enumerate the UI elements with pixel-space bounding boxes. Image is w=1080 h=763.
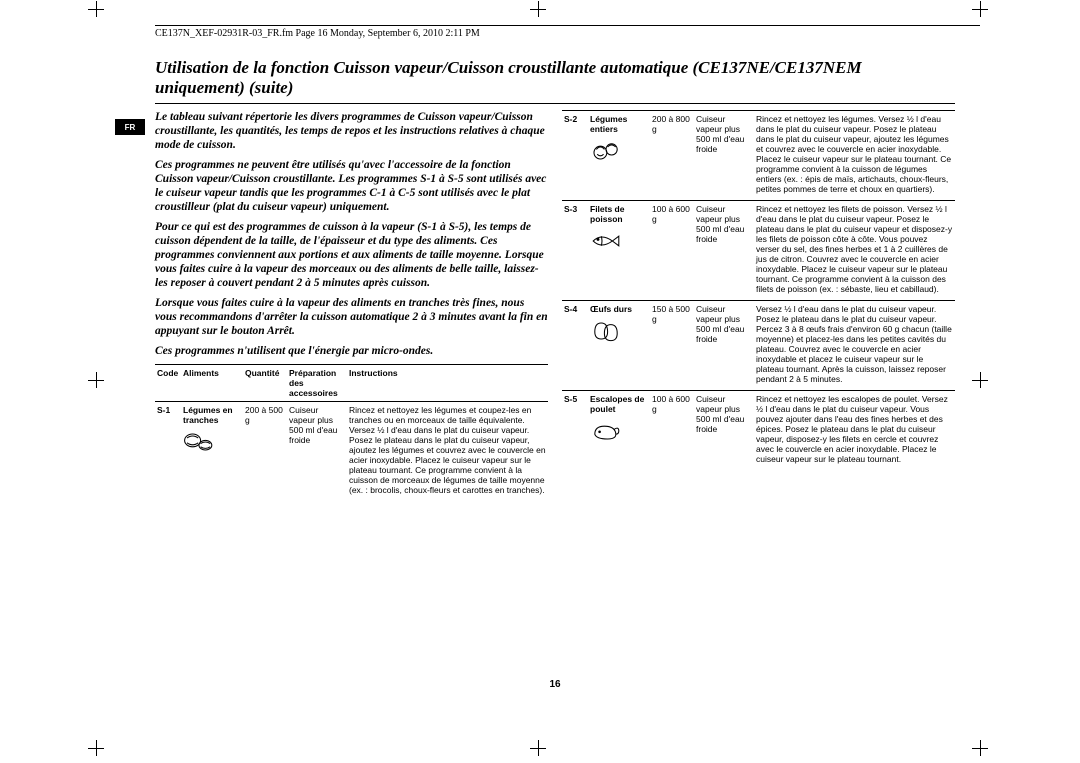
right-column: S-2 Légumes entiers [562, 110, 955, 501]
cell-code: S-2 [562, 110, 588, 200]
th-qty: Quantité [243, 365, 287, 402]
cell-prep: Cuiseur vapeur plus 500 ml d'eau froide [694, 110, 754, 200]
cell-instr: Rincez et nettoyez les légumes. Versez ½… [754, 110, 955, 200]
cell-food: Légumes entiers [588, 110, 650, 200]
cell-food: Légumes en tranches [181, 402, 243, 502]
fish-icon [590, 228, 648, 256]
food-label: Légumes entiers [590, 114, 627, 134]
cell-code: S-5 [562, 391, 588, 471]
cell-qty: 150 à 500 g [650, 301, 694, 391]
table-header-row: Code Aliments Quantité Préparation des a… [155, 365, 548, 402]
cell-instr: Rincez et nettoyez les escalopes de poul… [754, 391, 955, 471]
file-info: CE137N_XEF-02931R-03_FR.fm Page 16 Monda… [155, 28, 480, 39]
cell-food: Filets de poisson [588, 200, 650, 300]
food-label: Filets de poisson [590, 204, 624, 224]
cell-prep: Cuiseur vapeur plus 500 ml d'eau froide [694, 391, 754, 471]
cell-code: S-4 [562, 301, 588, 391]
page-title: Utilisation de la fonction Cuisson vapeu… [155, 58, 955, 104]
intro-p1: Le tableau suivant répertorie les divers… [155, 110, 548, 152]
table-row: S-5 Escalopes de poulet 100 [562, 391, 955, 471]
page-number: 16 [155, 679, 955, 690]
page-header: CE137N_XEF-02931R-03_FR.fm Page 16 Monda… [155, 25, 980, 39]
th-prep: Préparation des accessoires [287, 365, 347, 402]
cell-qty: 200 à 800 g [650, 110, 694, 200]
cooking-table-left: Code Aliments Quantité Préparation des a… [155, 364, 548, 501]
intro-p2: Ces programmes ne peuvent être utilisés … [155, 158, 548, 214]
eggs-icon [590, 318, 648, 346]
intro-text: Le tableau suivant répertorie les divers… [155, 110, 548, 358]
vegetables-whole-icon [590, 138, 648, 166]
cell-prep: Cuiseur vapeur plus 500 ml d'eau froide [694, 301, 754, 391]
cell-food: Œufs durs [588, 301, 650, 391]
language-tab: FR [115, 119, 145, 135]
food-label: Légumes en tranches [183, 405, 233, 425]
cell-qty: 200 à 500 g [243, 402, 287, 502]
cell-prep: Cuiseur vapeur plus 500 ml d'eau froide [694, 200, 754, 300]
page-content: Utilisation de la fonction Cuisson vapeu… [155, 58, 955, 708]
intro-p5: Ces programmes n'utilisent que l'énergie… [155, 344, 548, 358]
table-row: S-3 Filets de poisson [562, 200, 955, 300]
cell-instr: Rincez et nettoyez les filets de poisson… [754, 200, 955, 300]
table-row: S-2 Légumes entiers [562, 110, 955, 200]
intro-p4: Lorsque vous faites cuire à la vapeur de… [155, 296, 548, 338]
cell-instr: Rincez et nettoyez les légumes et coupez… [347, 402, 548, 502]
th-instr: Instructions [347, 365, 548, 402]
cooking-table-right: S-2 Légumes entiers [562, 110, 955, 471]
th-food: Aliments [181, 365, 243, 402]
cell-qty: 100 à 600 g [650, 391, 694, 471]
cell-instr: Versez ½ l d'eau dans le plat du cuiseur… [754, 301, 955, 391]
th-code: Code [155, 365, 181, 402]
left-column: Le tableau suivant répertorie les divers… [155, 110, 548, 501]
cell-code: S-3 [562, 200, 588, 300]
food-label: Œufs durs [590, 304, 632, 314]
cell-qty: 100 à 600 g [650, 200, 694, 300]
cell-prep: Cuiseur vapeur plus 500 ml d'eau froide [287, 402, 347, 502]
table-row: S-4 Œufs durs 150 à 500 g Cuiseur [562, 301, 955, 391]
food-label: Escalopes de poulet [590, 394, 644, 414]
cell-code: S-1 [155, 402, 181, 502]
table-row: S-1 Légumes en tranches [155, 402, 548, 502]
vegetables-sliced-icon [183, 429, 241, 457]
cell-food: Escalopes de poulet [588, 391, 650, 471]
chicken-icon [590, 418, 648, 446]
intro-p3: Pour ce qui est des programmes de cuisso… [155, 220, 548, 290]
